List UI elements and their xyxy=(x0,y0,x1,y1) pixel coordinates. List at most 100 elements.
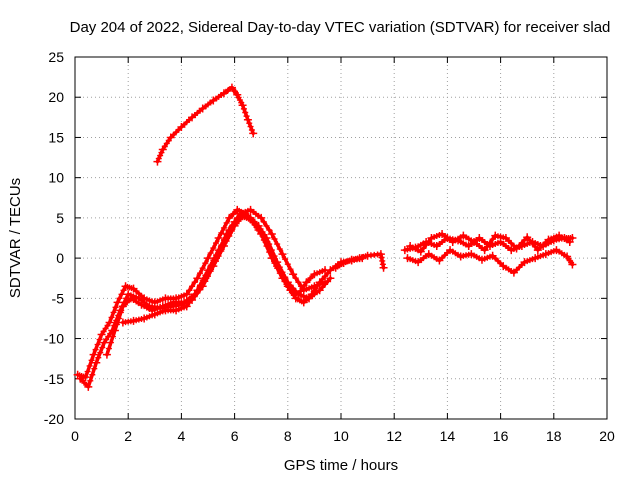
data-point xyxy=(223,219,230,226)
series-arc-d xyxy=(118,205,330,327)
data-point xyxy=(568,234,577,242)
data-point xyxy=(84,382,93,391)
data-point xyxy=(113,321,120,328)
data-point xyxy=(113,298,122,307)
data-point xyxy=(526,237,533,244)
y-tick-label: -5 xyxy=(52,290,65,306)
data-point xyxy=(108,314,115,321)
data-point xyxy=(191,291,198,298)
y-tick-label: 20 xyxy=(48,89,64,105)
x-tick-label: 14 xyxy=(440,428,456,444)
data-point xyxy=(186,299,193,306)
data-point xyxy=(225,225,234,234)
data-point xyxy=(228,222,235,229)
data-point xyxy=(99,344,106,351)
data-point xyxy=(89,350,98,359)
data-point xyxy=(223,231,230,238)
data-point xyxy=(273,258,282,267)
data-point xyxy=(161,143,168,150)
data-point xyxy=(321,278,330,287)
data-point xyxy=(96,336,103,343)
data-point xyxy=(199,277,206,284)
data-point xyxy=(276,264,283,271)
data-point xyxy=(529,240,536,247)
data-point xyxy=(100,328,107,335)
y-tick-label: -20 xyxy=(44,411,64,427)
data-point xyxy=(197,282,204,289)
data-point xyxy=(89,371,96,378)
y-tick-label: 5 xyxy=(56,210,64,226)
data-point xyxy=(289,270,298,279)
data-point xyxy=(484,243,491,250)
data-point xyxy=(282,256,289,263)
data-point xyxy=(212,252,219,259)
data-point xyxy=(322,273,329,280)
data-point xyxy=(231,218,238,225)
data-point xyxy=(193,274,202,283)
data-point xyxy=(420,245,427,252)
data-point xyxy=(568,260,577,269)
x-tick-label: 2 xyxy=(124,428,132,444)
data-point xyxy=(220,224,227,231)
data-point xyxy=(257,213,266,222)
data-point xyxy=(182,302,191,311)
x-tick-label: 20 xyxy=(599,428,615,444)
data-point xyxy=(110,326,119,335)
data-point xyxy=(105,345,112,352)
data-point xyxy=(263,222,270,229)
data-point xyxy=(326,274,335,283)
data-point xyxy=(116,295,123,302)
chart-title: Day 204 of 2022, Sidereal Day-to-day VTE… xyxy=(70,19,611,36)
x-tick-label: 6 xyxy=(231,428,239,444)
data-point xyxy=(120,287,127,294)
data-point xyxy=(292,275,299,282)
data-point xyxy=(189,283,196,290)
data-point xyxy=(182,290,191,299)
data-point xyxy=(278,250,287,259)
data-point xyxy=(214,246,223,255)
data-point xyxy=(279,269,286,276)
data-point xyxy=(218,242,225,249)
data-point xyxy=(109,333,116,340)
x-tick-label: 16 xyxy=(493,428,509,444)
data-point xyxy=(210,257,217,264)
data-point xyxy=(102,325,109,332)
data-point xyxy=(189,295,196,302)
data-point xyxy=(243,115,252,124)
data-point xyxy=(110,309,117,316)
x-tick-label: 12 xyxy=(386,428,402,444)
data-point xyxy=(266,241,273,248)
data-point xyxy=(92,358,101,367)
data-point xyxy=(107,339,114,346)
data-point xyxy=(287,282,294,289)
ticks xyxy=(74,56,608,420)
x-tick-label: 8 xyxy=(284,428,292,444)
data-point xyxy=(88,357,95,364)
data-point xyxy=(259,228,266,235)
data-point xyxy=(295,279,302,286)
data-point xyxy=(94,341,101,348)
x-tick-label: 0 xyxy=(71,428,79,444)
x-axis-label: GPS time / hours xyxy=(284,457,398,474)
data-point xyxy=(486,239,493,246)
data-point xyxy=(246,120,253,127)
data-point xyxy=(199,265,206,272)
y-tick-label: 25 xyxy=(48,49,64,65)
data-marks xyxy=(73,83,577,391)
data-point xyxy=(242,109,249,116)
series-arc-f xyxy=(331,250,388,272)
data-point xyxy=(97,349,104,356)
data-point xyxy=(220,237,227,244)
data-point xyxy=(268,247,275,254)
data-point xyxy=(103,336,110,343)
data-point xyxy=(565,238,574,247)
data-point xyxy=(86,362,93,369)
data-point xyxy=(186,287,193,294)
data-point xyxy=(118,291,125,298)
data-point xyxy=(218,229,225,236)
data-point xyxy=(274,241,281,248)
data-point xyxy=(112,304,119,311)
data-point xyxy=(288,289,295,296)
x-tick-label: 10 xyxy=(333,428,349,444)
